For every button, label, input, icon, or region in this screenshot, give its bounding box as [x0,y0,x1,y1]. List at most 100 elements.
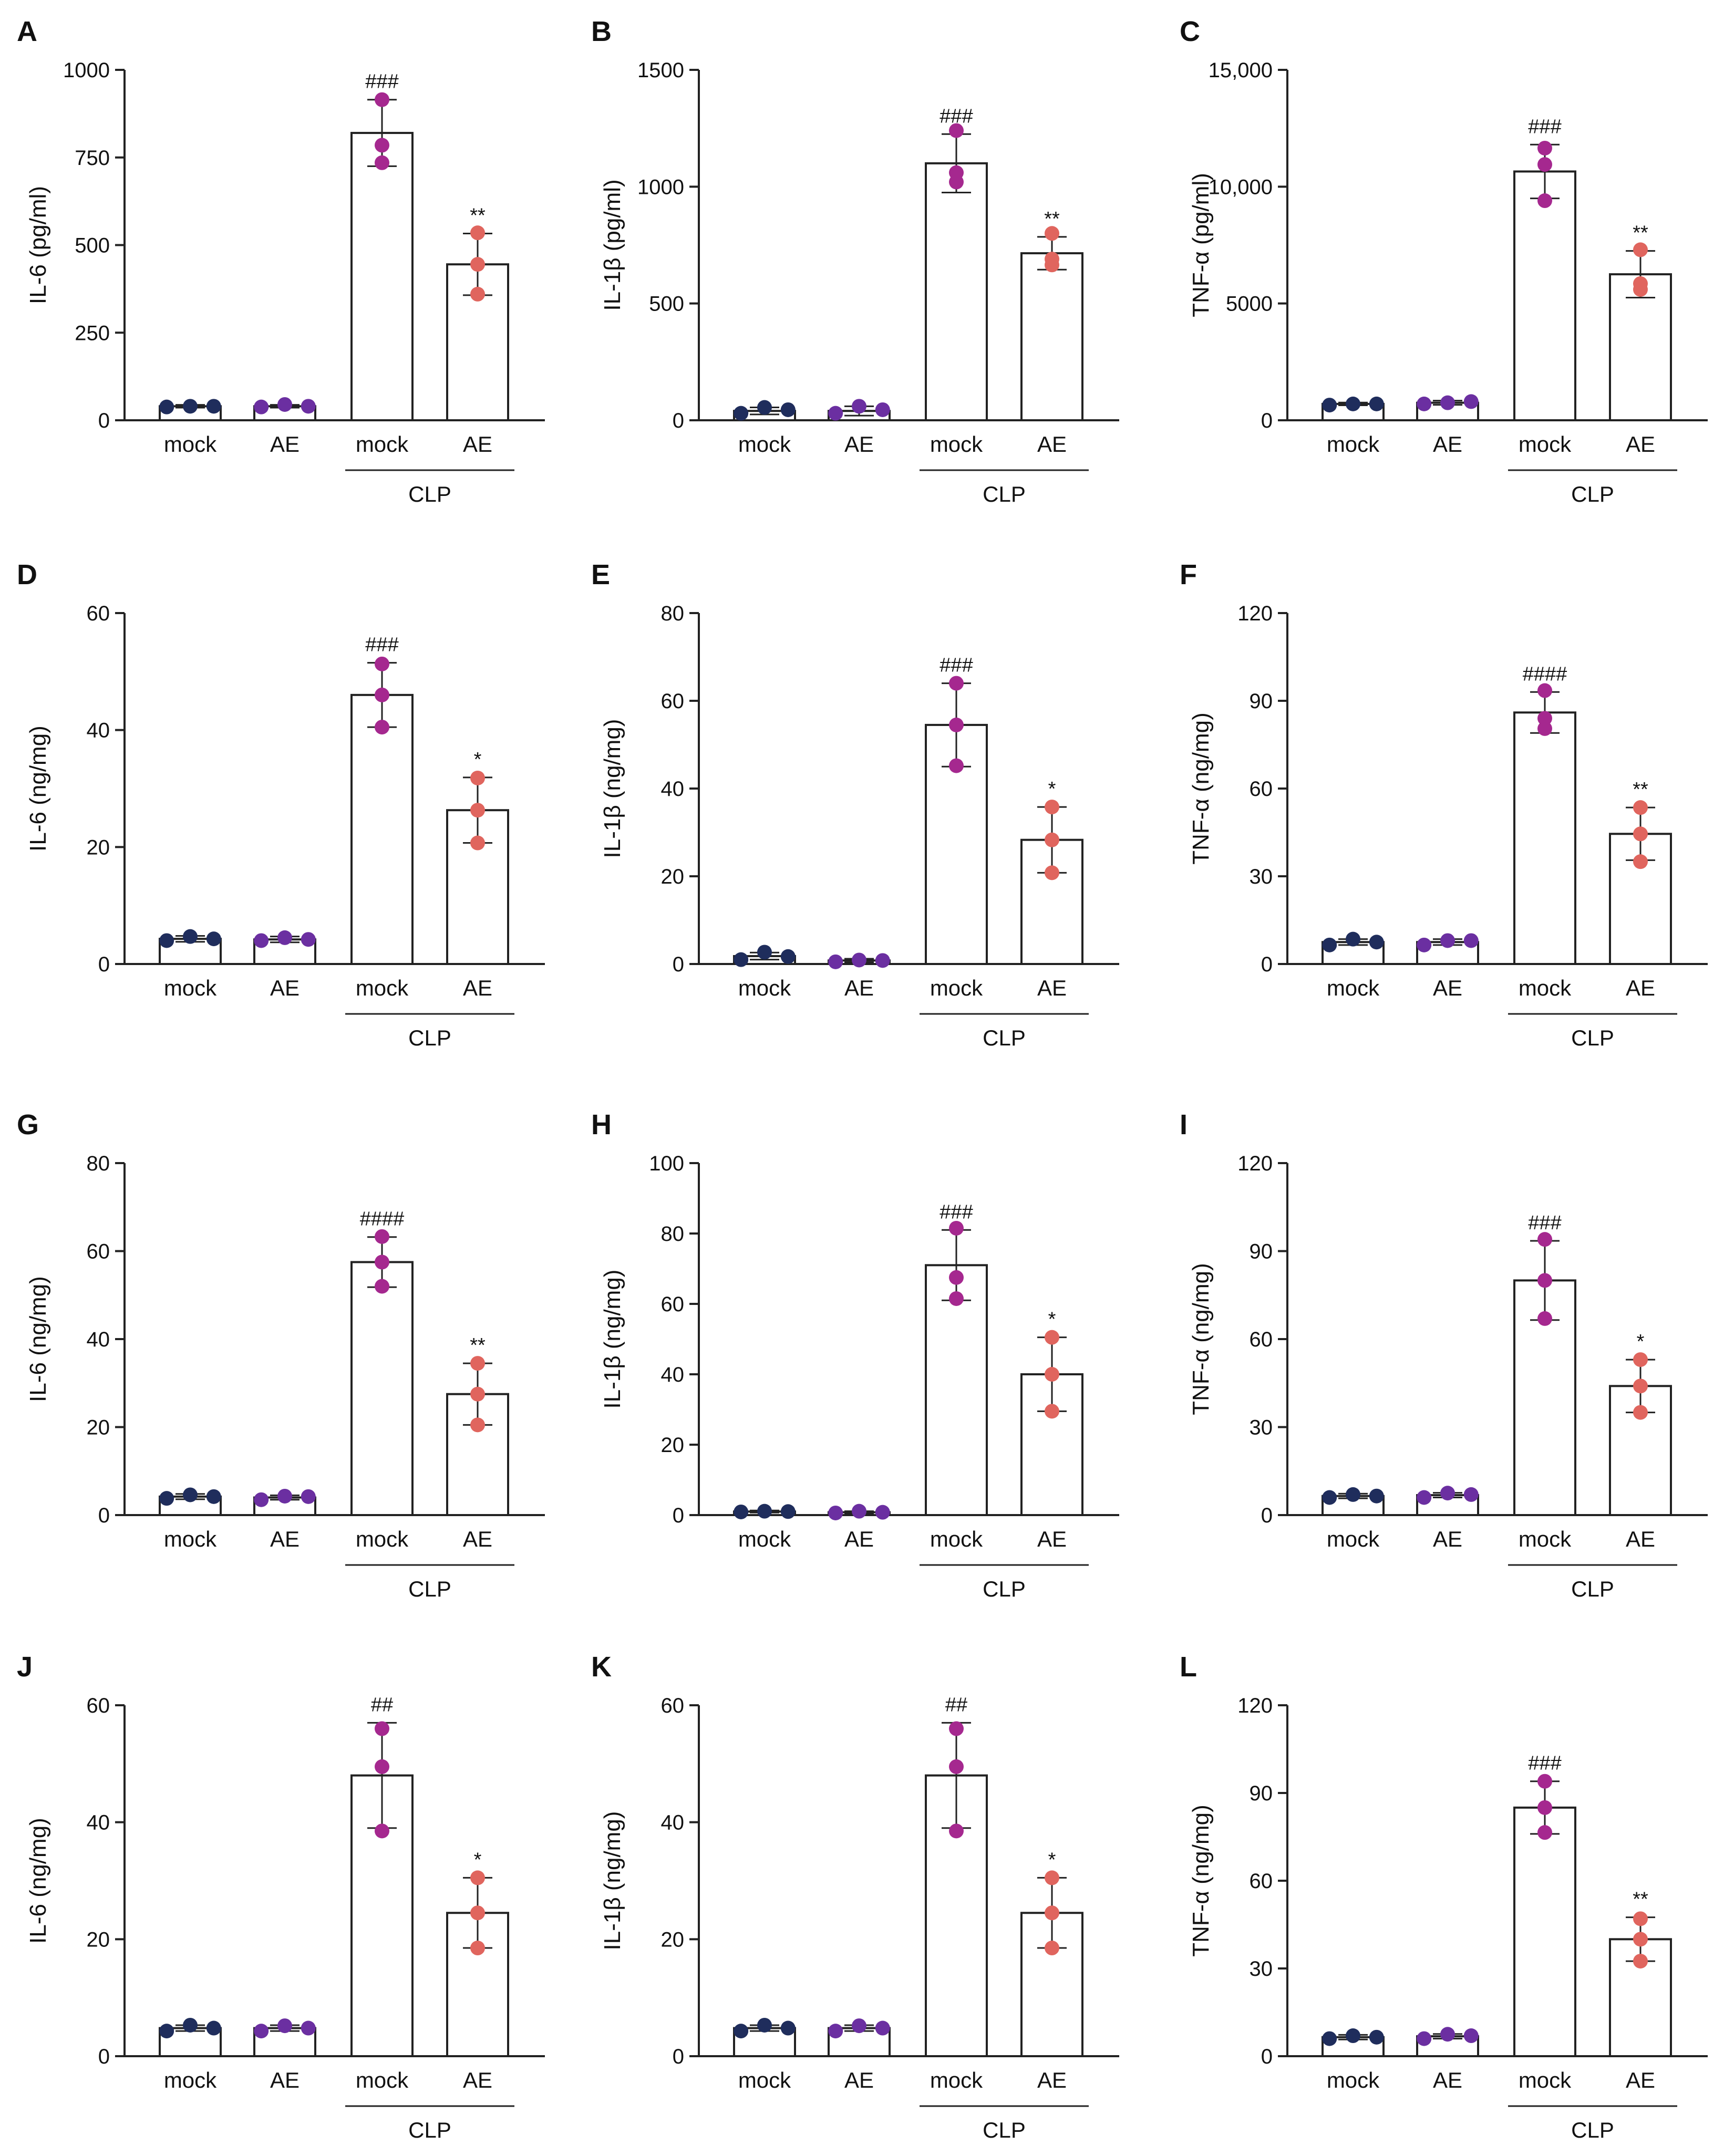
data-point [1045,1941,1059,1956]
x-category-label: mock [1519,976,1572,1000]
panel-k: K IL-1β (ng/mg) 0 20 40 60 mock AE ## mock * AE CLP [591,1651,1119,2142]
panel-letter: E [591,559,610,590]
panel-a: A IL-6 (pg/ml) 0 250 500 750 1000 mock AE ### mock… [17,16,545,506]
y-tick-label: 100 [649,1152,684,1175]
x-category-label: mock [164,976,217,1000]
data-point [757,1504,772,1519]
y-tick-label: 0 [673,953,684,976]
data-point [949,1759,964,1774]
data-point [949,1823,964,1839]
data-point [852,2018,866,2034]
y-tick-label: 40 [87,719,110,742]
y-tick-label: 60 [1250,1328,1273,1351]
significance-label: ### [1528,116,1561,138]
data-point [470,1870,485,1885]
data-point [1045,800,1059,815]
data-point [470,803,485,818]
data-point [757,400,772,415]
y-tick-label: 20 [87,1928,110,1951]
data-point [1369,1488,1384,1504]
data-point [734,406,749,421]
data-point [1045,226,1059,241]
data-point [301,2020,316,2036]
data-point [1322,2031,1337,2046]
data-point [1537,711,1552,726]
group-label: CLP [408,2118,451,2142]
data-point [1346,2028,1360,2044]
data-point [375,1721,389,1736]
x-category-label: mock [1519,2068,1572,2092]
data-point [1633,800,1648,815]
data-point [1045,1367,1059,1382]
data-point [1346,1487,1360,1502]
x-category-label: AE [1626,1527,1655,1551]
y-tick-label: 80 [661,602,685,625]
data-point [949,717,964,732]
group-label: CLP [1571,482,1614,506]
data-point [1045,1905,1059,1921]
data-point [757,945,772,960]
data-point [470,1386,485,1402]
data-point [1045,252,1059,267]
x-category-label: AE [1626,976,1655,1000]
y-axis-label: TNF-α (ng/mg) [1188,1263,1214,1415]
data-point [301,932,316,947]
data-point [183,2017,198,2033]
data-point [1322,1490,1337,1505]
data-point [852,1504,866,1519]
data-point [780,2020,796,2036]
data-point [949,1220,964,1236]
y-axis-label: IL-6 (ng/mg) [25,1818,51,1944]
panel-g: G IL-6 (ng/mg) 0 20 40 60 80 mock AE #### mock ** AE… [17,1109,545,1601]
x-category-label: mock [738,976,791,1000]
data-point [1417,1490,1432,1505]
data-point [1322,398,1337,413]
data-point [159,2024,174,2039]
significance-label: ** [1044,208,1060,230]
data-point [183,929,198,944]
data-point [1045,865,1059,880]
data-point [159,399,174,414]
data-point [1537,1825,1552,1840]
y-tick-label: 750 [75,147,110,170]
y-tick-label: 60 [661,690,685,713]
y-tick-label: 80 [661,1222,685,1246]
x-category-label: AE [463,2068,492,2092]
group-label: CLP [408,1577,451,1601]
significance-label: * [1048,1849,1056,1871]
x-category-label: AE [844,2068,874,2092]
significance-label: #### [1523,663,1567,685]
data-point [1369,2029,1384,2045]
panel-letter: A [17,16,37,47]
y-tick-label: 90 [1250,690,1273,713]
data-point [1045,1870,1059,1885]
data-point [780,949,796,964]
y-tick-label: 40 [661,1363,685,1386]
y-axis-label: IL-6 (pg/ml) [25,186,51,304]
data-point [949,123,964,138]
panel-letter: C [1180,16,1200,47]
data-point [875,2020,890,2036]
panel-letter: H [591,1109,612,1141]
data-point [1463,1487,1479,1502]
y-tick-label: 20 [661,865,685,888]
x-category-label: mock [356,432,409,457]
data-point [1045,832,1059,847]
x-category-label: AE [463,976,492,1000]
group-label: CLP [408,1025,451,1050]
data-point [1537,683,1552,698]
panel-d: D IL-6 (ng/mg) 0 20 40 60 mock AE ### mock * AE CLP [17,559,545,1050]
panel-e: E IL-1β (ng/mg) 0 20 40 60 80 mock AE ### mock * AE C… [591,559,1119,1050]
panel-i: I TNF-α (ng/mg) 0 30 60 90 120 mock AE ### mock * AE… [1180,1109,1708,1601]
data-point [206,2020,221,2036]
significance-label: * [474,1849,482,1871]
data-point [301,399,316,414]
y-axis-label: IL-1β (ng/mg) [600,1811,625,1951]
data-point [1322,937,1337,952]
x-category-label: mock [1519,1527,1572,1551]
bar [1513,170,1576,421]
y-tick-label: 0 [98,2045,110,2068]
x-category-label: AE [1037,2068,1067,2092]
data-point [1537,1273,1552,1288]
significance-label: * [1048,1309,1056,1331]
